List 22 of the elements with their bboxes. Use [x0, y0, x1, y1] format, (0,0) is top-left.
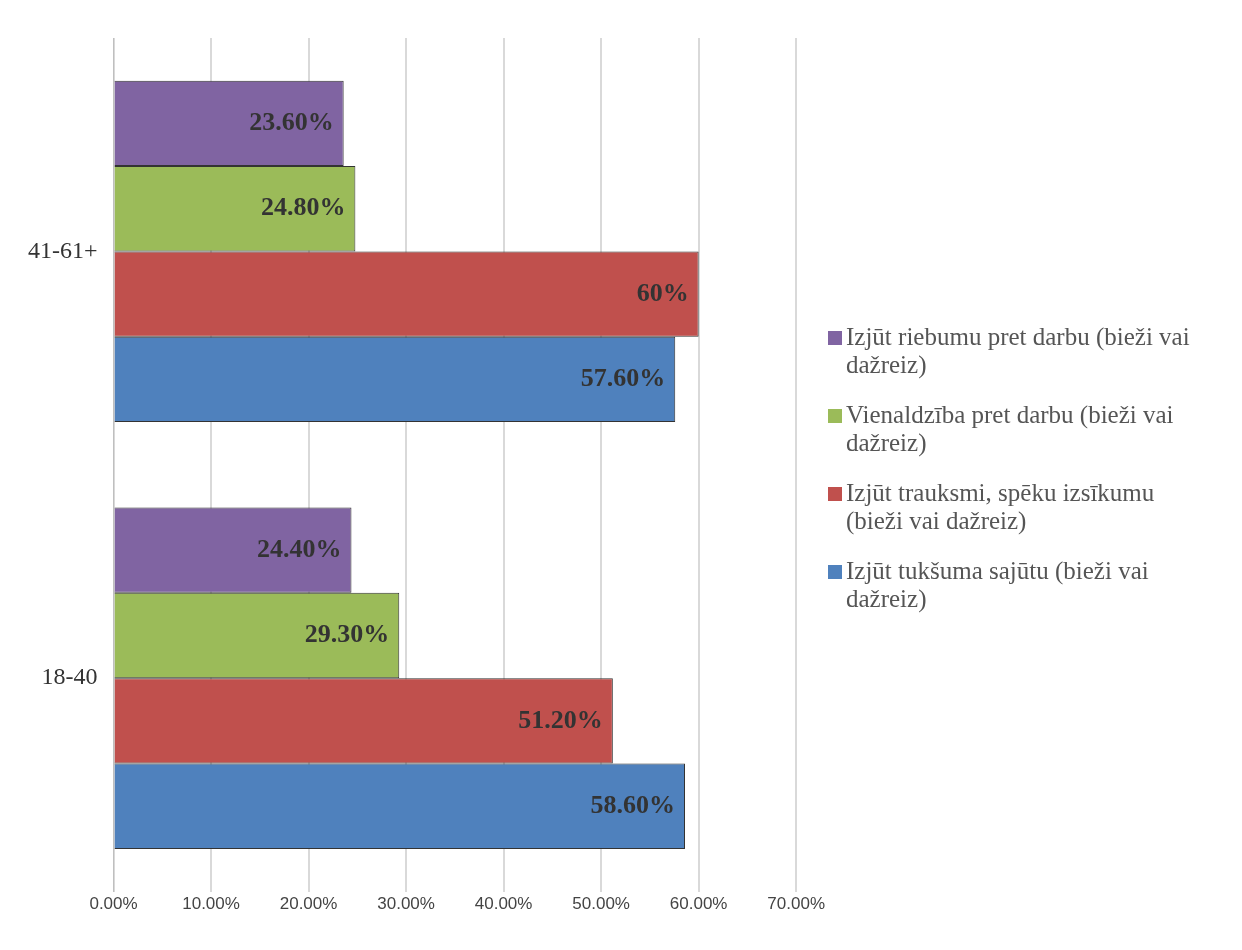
legend-label: Izjūt riebumu pret darbu (bieži vai dažreiz)	[846, 323, 1191, 379]
data-label: 57.60%	[580, 363, 666, 393]
x-tick-label: 40.00%	[474, 894, 533, 914]
data-label: 58.60%	[590, 789, 675, 819]
y-tick-label: 41-61+	[28, 236, 98, 263]
x-tick-label: 20.00%	[279, 894, 338, 914]
legend-label: Vienaldzība pret darbu (bieži vai dažreiz)	[846, 401, 1175, 457]
legend-label: Izjūt tukšuma sajūtu (bieži vai dažreiz)	[846, 557, 1150, 613]
x-tick-label: 10.00%	[182, 894, 240, 914]
x-tick-label: 60.00%	[669, 894, 728, 914]
data-label: 29.30%	[304, 619, 390, 649]
legend-label: Izjūt trauksmi, spēku izsīkumu (bieži vai dažreiz)	[846, 479, 1156, 535]
data-label: 24.40%	[256, 533, 342, 563]
x-tick-label: 0.00%	[89, 894, 138, 914]
data-label: 60%	[636, 277, 689, 307]
data-label: 23.60%	[249, 107, 334, 137]
data-label: 24.80%	[260, 192, 346, 222]
y-tick-label: 18-40	[41, 663, 98, 690]
x-tick-label: 50.00%	[572, 894, 630, 914]
x-tick-label: 30.00%	[377, 894, 435, 914]
data-label: 51.20%	[518, 704, 603, 734]
x-tick-label: 70.00%	[767, 894, 826, 914]
